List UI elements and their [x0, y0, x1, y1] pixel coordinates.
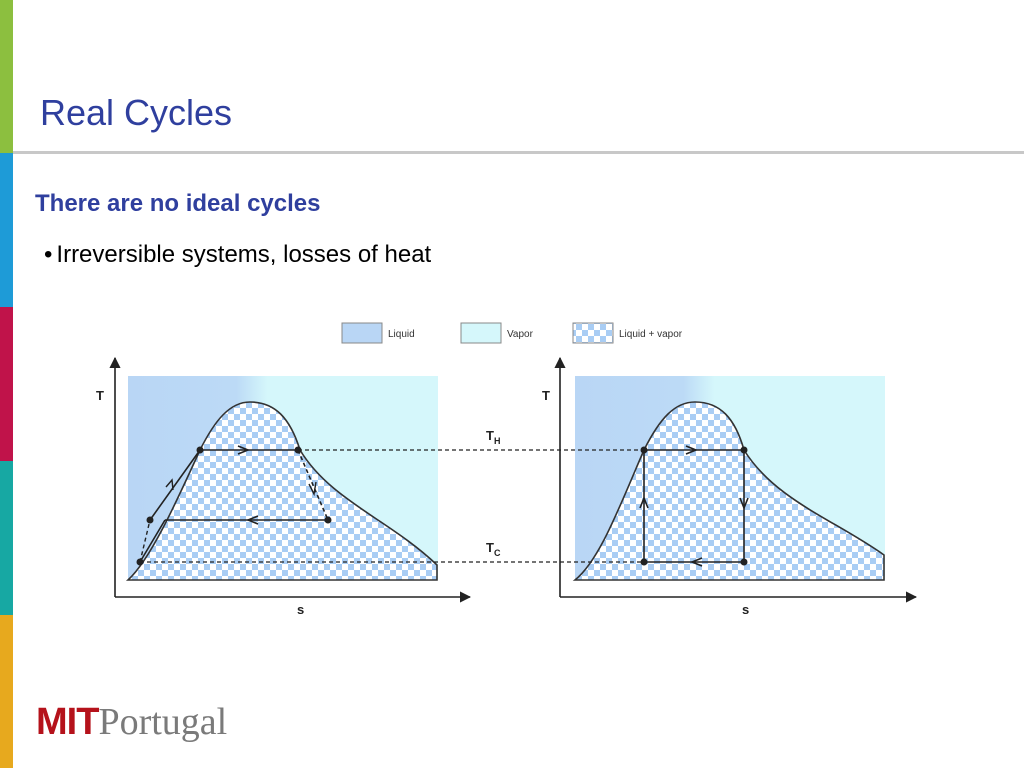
right-state-point — [740, 558, 748, 566]
left-compression-line — [139, 519, 166, 563]
left-y-axis-label: T — [96, 388, 104, 403]
right-saturation-dome — [572, 401, 885, 581]
legend-swatch-liquid-vapor — [572, 322, 614, 344]
legend-label-vapor: Vapor — [507, 329, 534, 340]
left-x-axis-label: s — [297, 602, 304, 617]
left-expansion-line — [297, 449, 329, 521]
th-label-sub: H — [494, 436, 501, 446]
left-condensing-arrow — [245, 515, 259, 525]
th-label: TH — [486, 428, 500, 446]
right-chart: T s — [542, 356, 918, 617]
legend-label-liquid: Liquid — [388, 329, 415, 340]
left-heating-arrow — [237, 445, 251, 455]
sidebar-segment-amber — [0, 615, 13, 768]
legend-swatch-vapor — [460, 322, 502, 344]
right-compression-arrow — [639, 495, 649, 509]
left-chart: T s — [96, 356, 472, 617]
right-x-axis-label: s — [742, 602, 749, 617]
right-state-point — [640, 558, 648, 566]
left-expansion-arrow — [308, 481, 317, 497]
sidebar-segment-green — [0, 0, 13, 153]
right-state-point — [740, 446, 748, 454]
left-saturation-dome — [125, 401, 438, 581]
left-preheat-arrow — [165, 478, 174, 491]
right-condensing-arrow — [689, 557, 703, 567]
bullet-item: • Irreversible systems, losses of heat — [44, 241, 431, 269]
th-label-main: T — [486, 428, 494, 443]
left-state-point — [196, 446, 204, 454]
tc-label: TC — [486, 540, 501, 558]
tc-label-main: T — [486, 540, 494, 555]
left-state-point — [324, 516, 332, 524]
legend: Liquid Vapor Liquid + vapor — [341, 322, 683, 344]
legend-swatch-liquid — [341, 322, 383, 344]
mit-portugal-logo: MITPortugal — [36, 700, 227, 744]
legend-label-liquid-vapor: Liquid + vapor — [619, 329, 683, 340]
left-preheat-line — [149, 449, 201, 521]
right-expansion-arrow — [739, 497, 749, 511]
bullet-text: Irreversible systems, losses of heat — [56, 241, 432, 268]
slide-title: Real Cycles — [40, 92, 233, 133]
tc-label-sub: C — [494, 548, 501, 558]
logo-mit: MIT — [36, 701, 99, 743]
title-divider — [13, 151, 1024, 154]
sidebar-segment-crimson — [0, 307, 13, 461]
slide-subheading: There are no ideal cycles — [35, 190, 321, 217]
bullet-dot: • — [44, 241, 53, 268]
logo-portugal: Portugal — [98, 701, 228, 743]
sidebar-segment-teal — [0, 461, 13, 615]
right-heating-arrow — [685, 445, 699, 455]
left-state-point — [146, 516, 154, 524]
right-y-axis-label: T — [542, 388, 550, 403]
sidebar-segment-blue — [0, 153, 13, 307]
left-pump-line — [139, 519, 151, 563]
